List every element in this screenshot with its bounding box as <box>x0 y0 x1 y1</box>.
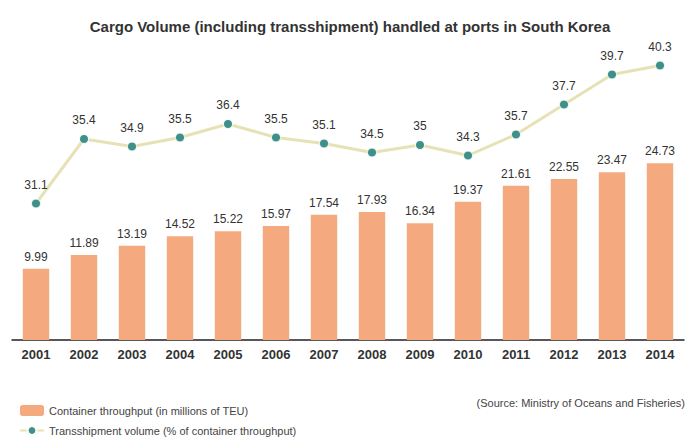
svg-text:35.5: 35.5 <box>264 112 288 126</box>
svg-text:2002: 2002 <box>70 347 99 362</box>
svg-text:15.22: 15.22 <box>213 212 243 226</box>
svg-text:14.52: 14.52 <box>165 217 195 231</box>
svg-text:35.4: 35.4 <box>72 113 96 127</box>
svg-text:2005: 2005 <box>214 347 243 362</box>
svg-text:24.73: 24.73 <box>645 144 675 158</box>
svg-text:19.37: 19.37 <box>453 183 483 197</box>
svg-text:Container throughput (in milli: Container throughput (in millions of TEU… <box>49 405 248 417</box>
svg-text:2010: 2010 <box>454 347 483 362</box>
svg-text:2011: 2011 <box>502 347 530 362</box>
svg-text:11.89: 11.89 <box>69 236 98 250</box>
svg-text:2008: 2008 <box>358 347 387 362</box>
svg-text:2001: 2001 <box>22 347 51 362</box>
svg-text:Cargo Volume (including transs: Cargo Volume (including transshipment) h… <box>90 18 611 35</box>
svg-text:35: 35 <box>413 119 427 133</box>
svg-text:17.93: 17.93 <box>357 193 387 207</box>
svg-text:2003: 2003 <box>118 347 147 362</box>
svg-text:2006: 2006 <box>262 347 291 362</box>
svg-text:23.47: 23.47 <box>597 153 627 167</box>
svg-text:40.3: 40.3 <box>648 40 672 54</box>
svg-text:22.55: 22.55 <box>549 160 579 174</box>
svg-text:34.3: 34.3 <box>456 130 480 144</box>
svg-text:2004: 2004 <box>166 347 196 362</box>
svg-text:39.7: 39.7 <box>600 49 624 63</box>
svg-text:2007: 2007 <box>310 347 339 362</box>
svg-text:2014: 2014 <box>646 347 676 362</box>
svg-text:Transshipment volume (% of con: Transshipment volume (% of container thr… <box>49 425 296 437</box>
svg-text:21.61: 21.61 <box>501 167 531 181</box>
svg-text:2012: 2012 <box>550 347 579 362</box>
svg-text:(Source: Ministry of Oceans an: (Source: Ministry of Oceans and Fisherie… <box>477 397 685 409</box>
svg-text:36.4: 36.4 <box>216 98 240 112</box>
svg-text:35.1: 35.1 <box>312 118 336 132</box>
svg-text:34.5: 34.5 <box>360 127 384 141</box>
svg-text:34.9: 34.9 <box>120 121 144 135</box>
svg-text:13.19: 13.19 <box>117 227 147 241</box>
svg-text:35.7: 35.7 <box>504 109 528 123</box>
svg-text:37.7: 37.7 <box>552 79 576 93</box>
svg-text:16.34: 16.34 <box>405 204 435 218</box>
svg-text:35.5: 35.5 <box>168 112 192 126</box>
svg-text:2013: 2013 <box>598 347 627 362</box>
svg-text:31.1: 31.1 <box>24 178 48 192</box>
svg-text:15.97: 15.97 <box>261 207 291 221</box>
svg-text:17.54: 17.54 <box>309 196 339 210</box>
svg-text:2009: 2009 <box>406 347 435 362</box>
svg-text:9.99: 9.99 <box>24 250 48 264</box>
